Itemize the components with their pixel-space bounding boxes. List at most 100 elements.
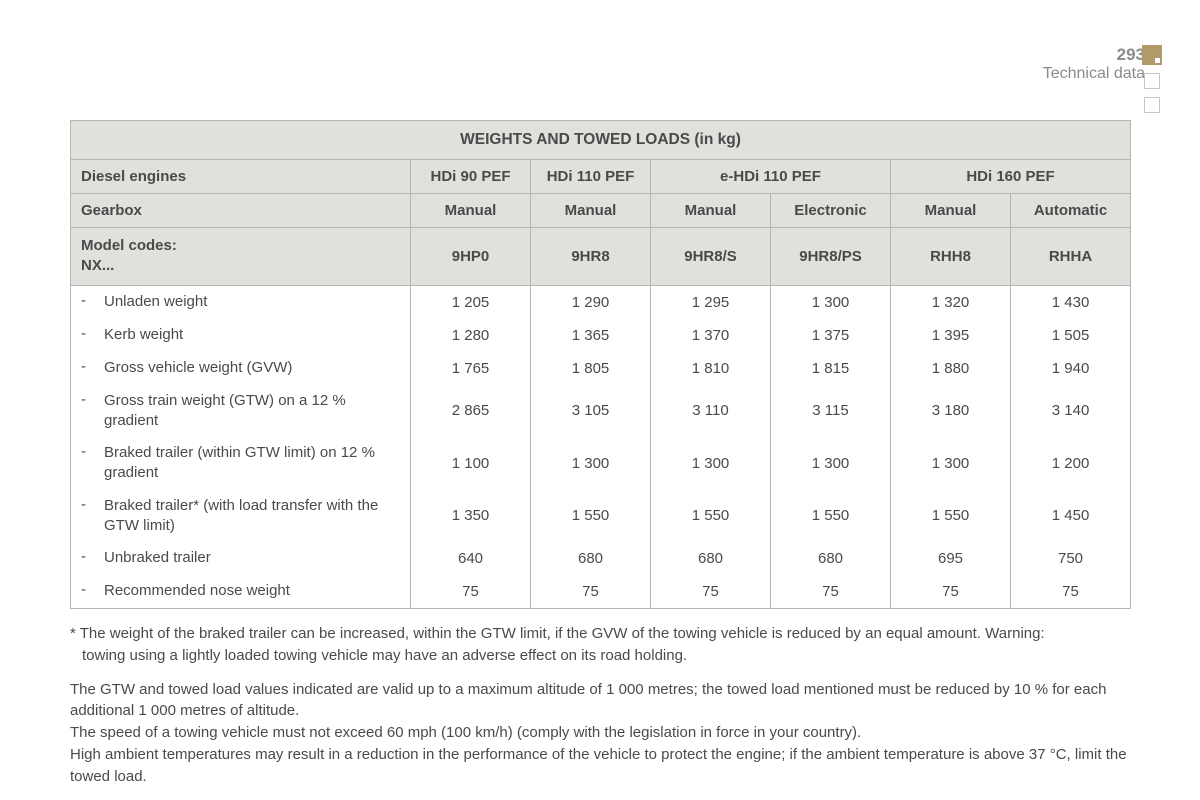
row-label-text: Kerb weight [104,325,183,345]
data-cell: 1 430 [1011,285,1131,319]
model-code: 9HR8/S [651,228,771,286]
side-marker-icons [1142,45,1162,113]
footnote-1: * The weight of the braked trailer can b… [70,623,1130,667]
gearbox-col: Manual [651,194,771,228]
table-row: - Gross train weight (GTW) on a 12 % grad… [71,385,1131,438]
bullet-icon: - [81,581,86,598]
data-cell: 695 [891,542,1011,575]
data-cell: 2 865 [411,385,531,438]
data-cell: 1 300 [531,437,651,490]
data-cell: 75 [1011,575,1131,609]
table-row: -Unladen weight1 2051 2901 2951 3001 320… [71,285,1131,319]
data-cell: 75 [531,575,651,609]
data-cell: 1 320 [891,285,1011,319]
data-cell: 1 300 [651,437,771,490]
data-cell: 680 [531,542,651,575]
row-label-text: Braked trailer* (with load transfer with… [104,496,404,537]
main-content: WEIGHTS AND TOWED LOADS (in kg) Diesel e… [70,120,1130,799]
row-label-text: Unladen weight [104,292,207,312]
table-row: - Braked trailer (within GTW limit) on 12… [71,437,1131,490]
data-cell: 1 450 [1011,490,1131,543]
data-cell: 1 100 [411,437,531,490]
gearbox-col: Manual [411,194,531,228]
row-label-cell: - Gross train weight (GTW) on a 12 % grad… [71,385,411,438]
data-cell: 1 200 [1011,437,1131,490]
engine-col: HDi 110 PEF [531,160,651,194]
data-cell: 1 300 [891,437,1011,490]
table-row: -Kerb weight1 2801 3651 3701 3751 3951 5… [71,319,1131,352]
page-number: 293 [1043,45,1145,65]
model-code: 9HR8 [531,228,651,286]
page-header: 293 Technical data [1043,45,1145,83]
data-cell: 1 395 [891,319,1011,352]
row-label-text: Braked trailer (within GTW limit) on 12 … [104,443,404,484]
data-cell: 750 [1011,542,1131,575]
bullet-icon: - [81,443,86,460]
model-codes-label: Model codes: NX... [71,228,411,286]
marker-outline-icon [1144,97,1160,113]
gearbox-col: Manual [891,194,1011,228]
data-cell: 1 940 [1011,352,1131,385]
bullet-icon: - [81,391,86,408]
data-cell: 1 810 [651,352,771,385]
bullet-icon: - [81,496,86,513]
data-cell: 1 880 [891,352,1011,385]
table-row: -Gross vehicle weight (GVW)1 7651 8051 8… [71,352,1131,385]
data-cell: 1 205 [411,285,531,319]
table-row: -Recommended nose weight757575757575 [71,575,1131,609]
data-cell: 1 550 [531,490,651,543]
data-cell: 640 [411,542,531,575]
bullet-icon: - [81,292,86,309]
data-cell: 3 110 [651,385,771,438]
weights-table: WEIGHTS AND TOWED LOADS (in kg) Diesel e… [70,120,1131,609]
gearbox-col: Electronic [771,194,891,228]
data-cell: 1 550 [651,490,771,543]
model-code: 9HR8/PS [771,228,891,286]
data-cell: 3 180 [891,385,1011,438]
engine-col: HDi 160 PEF [891,160,1131,194]
row-label-text: Gross train weight (GTW) on a 12 % gradi… [104,391,404,432]
footnote-2: The GTW and towed load values indicated … [70,679,1130,788]
data-cell: 75 [771,575,891,609]
data-cell: 1 300 [771,285,891,319]
bullet-icon: - [81,325,86,342]
model-code: RHHA [1011,228,1131,286]
data-cell: 1 365 [531,319,651,352]
gearbox-col: Automatic [1011,194,1131,228]
data-cell: 1 815 [771,352,891,385]
row-label-cell: - Kerb weight [71,319,411,352]
model-code: 9HP0 [411,228,531,286]
engine-col: HDi 90 PEF [411,160,531,194]
row-label-text: Unbraked trailer [104,548,211,568]
row-label-cell: - Braked trailer (within GTW limit) on 12… [71,437,411,490]
data-cell: 1 505 [1011,319,1131,352]
model-label-line1: Model codes: [81,237,177,254]
data-cell: 3 105 [531,385,651,438]
table-row: -Unbraked trailer640680680680695750 [71,542,1131,575]
engines-label: Diesel engines [71,160,411,194]
row-label-text: Recommended nose weight [104,581,290,601]
row-label-cell: - Braked trailer* (with load transfer wit… [71,490,411,543]
row-label-cell: -Gross vehicle weight (GVW) [71,352,411,385]
data-cell: 680 [771,542,891,575]
model-label-line2: NX... [81,257,114,274]
data-cell: 75 [651,575,771,609]
footnotes: * The weight of the braked trailer can b… [70,623,1130,787]
section-title: Technical data [1043,65,1145,83]
gearbox-col: Manual [531,194,651,228]
data-cell: 1 765 [411,352,531,385]
data-cell: 680 [651,542,771,575]
data-cell: 1 550 [891,490,1011,543]
footnote-1b: towing using a lightly loaded towing veh… [70,645,1130,667]
data-cell: 75 [891,575,1011,609]
row-label-text: Gross vehicle weight (GVW) [104,358,292,378]
data-cell: 1 375 [771,319,891,352]
row-label-cell: - Unladen weight [71,285,411,319]
data-cell: 1 805 [531,352,651,385]
data-cell: 1 300 [771,437,891,490]
engine-col: e-HDi 110 PEF [651,160,891,194]
data-cell: 75 [411,575,531,609]
marker-outline-icon [1144,73,1160,89]
data-cell: 1 290 [531,285,651,319]
table-title: WEIGHTS AND TOWED LOADS (in kg) [71,121,1131,160]
